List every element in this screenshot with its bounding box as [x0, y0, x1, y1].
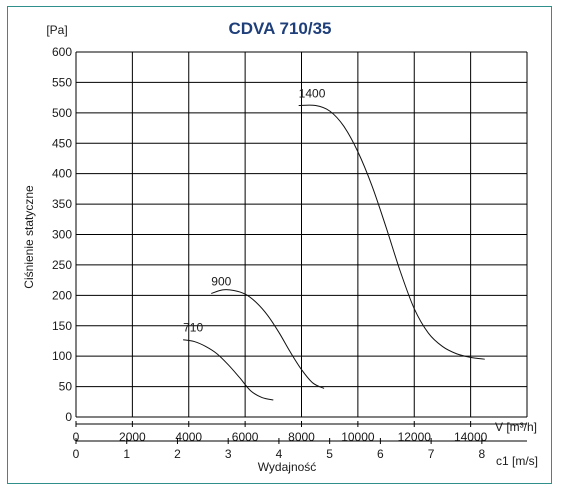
- y-tick-label: 450: [52, 136, 72, 150]
- c1-tick-label: 2: [174, 447, 181, 461]
- c1-tick-label: 5: [326, 447, 333, 461]
- y-tick-label: 0: [65, 410, 72, 424]
- c1-tick-label: 3: [225, 447, 232, 461]
- y-tick-label: 550: [52, 75, 72, 89]
- x-axis-units-label: V [m³/h]: [495, 420, 537, 434]
- c1-tick-label: 4: [276, 447, 283, 461]
- x-tick-label: 8000: [288, 430, 315, 444]
- chart-frame: CDVA 710/35 [Pa] Ciśnienie statyczne 0 50…: [7, 6, 552, 484]
- y-tick-labels: 0 50 100 150 200 250 300 350 400 450 500 550 600: [52, 45, 72, 424]
- series-label-900: 900: [211, 275, 231, 289]
- grid-lines: [75, 51, 528, 418]
- x-tick-labels: 0 2000 4000 6000 8000 10000 12000 14000: [73, 421, 527, 444]
- y-tick-label: 200: [52, 288, 72, 302]
- series-label-1400: 1400: [299, 87, 326, 101]
- c1-tick-label: 8: [479, 447, 486, 461]
- secondary-axis-caption: Wydajność: [258, 460, 317, 474]
- x-tick-label: 10000: [341, 430, 375, 444]
- x-tick-label: 4000: [175, 430, 202, 444]
- y-tick-label: 50: [59, 380, 73, 394]
- x-tick-label: 0: [73, 430, 80, 444]
- x-tick-label: 6000: [232, 430, 259, 444]
- series-lines: 710 900 1400: [183, 87, 485, 401]
- y-tick-label: 150: [52, 319, 72, 333]
- series-line-1400: [298, 104, 485, 360]
- y-tick-label: 500: [52, 106, 72, 120]
- x-tick-label: 14000: [454, 430, 488, 444]
- c1-tick-label: 0: [73, 447, 80, 461]
- y-tick-label: 400: [52, 167, 72, 181]
- chart-title: CDVA 710/35: [229, 19, 332, 38]
- c1-tick-label: 7: [428, 447, 435, 461]
- series-line-710: [183, 339, 274, 401]
- y-tick-label: 100: [52, 349, 72, 363]
- y-tick-label: 600: [52, 45, 72, 59]
- series-label-710: 710: [183, 321, 203, 335]
- c1-tick-label: 6: [377, 447, 384, 461]
- y-tick-label: 350: [52, 197, 72, 211]
- c1-tick-labels: 0 1 2 3 4 5 6 7 8: [73, 438, 527, 461]
- c1-axis-units-label: c1 [m/s]: [496, 454, 538, 468]
- y-axis-label: Ciśnienie statyczne: [22, 185, 36, 289]
- c1-tick-label: 1: [123, 447, 130, 461]
- x-tick-label: 2000: [119, 430, 146, 444]
- y-tick-label: 250: [52, 258, 72, 272]
- x-tick-label: 12000: [398, 430, 432, 444]
- series-line-900: [211, 289, 325, 389]
- y-tick-label: 300: [52, 228, 72, 242]
- y-axis-unit: [Pa]: [46, 23, 67, 37]
- chart-svg: CDVA 710/35 [Pa] Ciśnienie statyczne 050…: [22, 19, 538, 474]
